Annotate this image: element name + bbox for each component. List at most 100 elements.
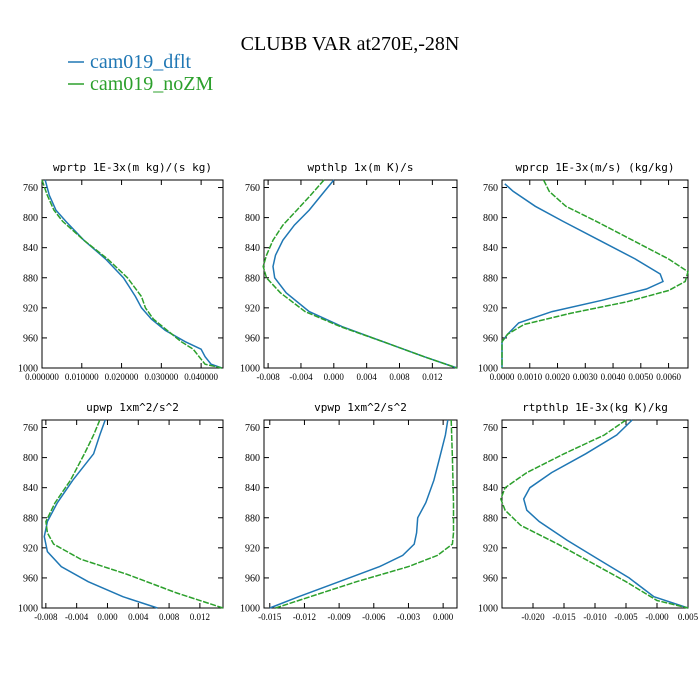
- x-tick-label: -0.012: [293, 612, 316, 622]
- panel-4: upwp 1xm^2/s^27608008408809209601000-0.0…: [18, 401, 224, 622]
- x-tick-label: 0.000: [324, 372, 345, 382]
- y-tick-label: 880: [23, 273, 38, 284]
- series-line-dflt: [501, 183, 664, 368]
- x-tick-label: 0.004: [128, 612, 149, 622]
- y-tick-label: 800: [245, 453, 260, 464]
- panel-2: wpthlp 1x(m K)/s7608008408809209601000-0…: [240, 161, 458, 382]
- y-tick-label: 840: [245, 483, 260, 494]
- y-tick-label: 960: [245, 333, 260, 344]
- x-tick-label: 0.0030: [573, 372, 598, 382]
- y-tick-label: 1000: [478, 364, 498, 375]
- y-tick-label: 800: [483, 213, 498, 224]
- plot-frame: [41, 419, 224, 609]
- y-tick-label: 1000: [18, 604, 38, 615]
- y-tick-label: 920: [23, 303, 38, 314]
- y-tick-label: 880: [245, 273, 260, 284]
- plot-frame: [263, 179, 458, 369]
- x-tick-label: 0.020000: [105, 372, 139, 382]
- panel-5: vpwp 1xm^2/s^27608008408809209601000-0.0…: [240, 401, 458, 622]
- x-tick-label: -0.006: [362, 612, 386, 622]
- series-line-nozm: [45, 419, 224, 609]
- legend-label-nozm: cam019_noZM: [90, 73, 214, 95]
- x-tick-label: -0.005: [614, 612, 638, 622]
- y-tick-label: 840: [23, 483, 38, 494]
- series-line-dflt: [269, 419, 449, 609]
- y-tick-label: 760: [245, 183, 260, 194]
- x-tick-label: 0.0020: [545, 372, 570, 382]
- x-tick-label: 0.012: [190, 612, 210, 622]
- y-tick-label: 760: [483, 183, 498, 194]
- x-tick-label: -0.003: [397, 612, 421, 622]
- x-tick-label: -0.009: [327, 612, 351, 622]
- y-tick-label: 1000: [478, 604, 498, 615]
- x-tick-label: -0.008: [256, 372, 280, 382]
- x-tick-label: -0.010: [583, 612, 607, 622]
- y-tick-label: 960: [245, 573, 260, 584]
- x-tick-label: 0.030000: [144, 372, 178, 382]
- series-line-nozm: [262, 179, 458, 369]
- x-tick-label: -0.020: [521, 612, 545, 622]
- x-tick-label: 0.000: [433, 612, 454, 622]
- x-tick-label: 0.004: [357, 372, 378, 382]
- panel-title: vpwp 1xm^2/s^2: [314, 401, 407, 414]
- x-tick-label: -0.000: [645, 612, 669, 622]
- y-tick-label: 800: [23, 453, 38, 464]
- y-tick-label: 880: [483, 513, 498, 524]
- plot-frame: [263, 419, 458, 609]
- y-tick-label: 800: [23, 213, 38, 224]
- x-tick-label: 0.010000: [65, 372, 99, 382]
- y-tick-label: 880: [245, 513, 260, 524]
- y-tick-label: 1000: [240, 604, 260, 615]
- y-tick-label: 840: [23, 243, 38, 254]
- x-tick-label: -0.015: [258, 612, 282, 622]
- series-line-dflt: [43, 419, 158, 609]
- panel-title: wpthlp 1x(m K)/s: [308, 161, 414, 174]
- y-tick-label: 760: [483, 423, 498, 434]
- y-tick-label: 880: [23, 513, 38, 524]
- y-tick-label: 960: [483, 333, 498, 344]
- y-tick-label: 960: [23, 333, 38, 344]
- x-tick-label: 0.0010: [517, 372, 542, 382]
- y-tick-label: 880: [483, 273, 498, 284]
- x-tick-label: 0.000000: [25, 372, 59, 382]
- x-tick-label: -0.008: [34, 612, 58, 622]
- series-line-nozm: [499, 419, 689, 609]
- x-tick-label: -0.004: [65, 612, 89, 622]
- y-tick-label: 840: [483, 483, 498, 494]
- x-tick-label: 0.008: [159, 612, 180, 622]
- x-tick-label: 0.005: [678, 612, 699, 622]
- panels: wprtp 1E-3x(m kg)/(s kg) 760 800 840 880 920 9…: [18, 161, 699, 622]
- x-tick-label: 0.040000: [184, 372, 218, 382]
- panel-title: rtpthlp 1E-3x(kg K)/kg: [522, 401, 668, 414]
- figure-title: CLUBB VAR at270E,-28N: [241, 33, 460, 55]
- y-tick-label: 800: [483, 453, 498, 464]
- y-tick-label: 840: [483, 243, 498, 254]
- plot-frame: [41, 179, 224, 369]
- x-tick-label: 0.0060: [656, 372, 681, 382]
- x-tick-label: 0.000: [97, 612, 118, 622]
- x-tick-label: 0.012: [422, 372, 442, 382]
- y-tick-label: 960: [483, 573, 498, 584]
- x-tick-label: 0.0050: [628, 372, 653, 382]
- x-tick-label: 0.0000: [490, 372, 515, 382]
- y-tick-label: 920: [483, 303, 498, 314]
- y-tick-label: 960: [23, 573, 38, 584]
- series-line-dflt: [522, 419, 689, 609]
- y-tick-label: 760: [245, 423, 260, 434]
- y-tick-label: 760: [23, 423, 38, 434]
- series-line-nozm: [275, 419, 455, 609]
- y-tick-label: 840: [245, 243, 260, 254]
- x-tick-label: 0.0040: [601, 372, 626, 382]
- panel-3: wprcp 1E-3x(m/s) (kg/kg) 760 800 840 880 920 9…: [478, 161, 689, 382]
- panel-title: wprtp 1E-3x(m kg)/(s kg): [53, 161, 212, 174]
- y-tick-label: 1000: [240, 364, 260, 375]
- x-tick-label: 0.008: [389, 372, 410, 382]
- y-tick-label: 920: [483, 543, 498, 554]
- series-line-nozm: [501, 179, 689, 368]
- y-tick-label: 920: [245, 543, 260, 554]
- series-line-nozm: [41, 179, 222, 369]
- y-tick-label: 760: [23, 183, 38, 194]
- series-line-dflt: [272, 179, 458, 369]
- y-tick-label: 800: [245, 213, 260, 224]
